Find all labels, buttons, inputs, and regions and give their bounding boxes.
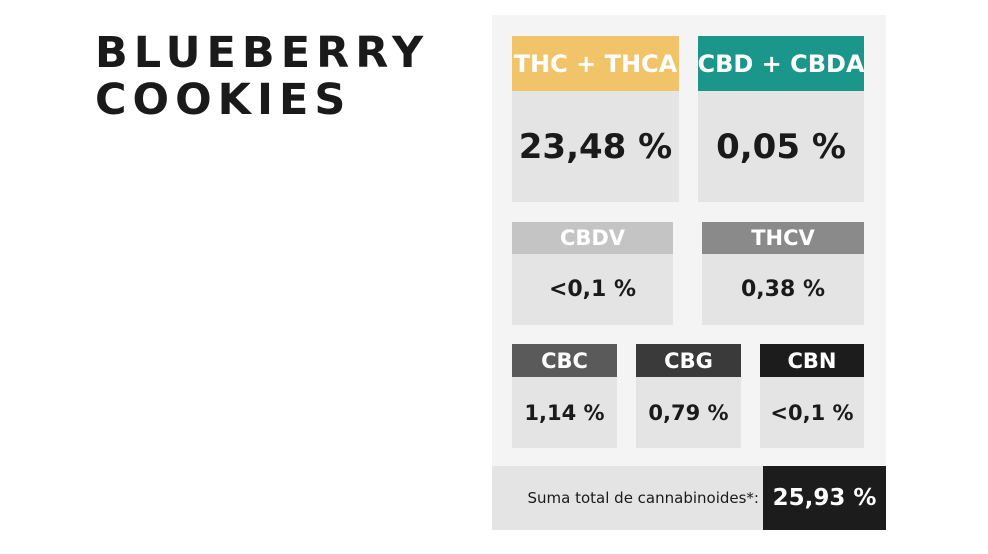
card-header: THCV [702,222,864,254]
card-value: 1,14 % [512,377,617,448]
card-header: CBD + CBDA [697,36,865,91]
title-line: BLUEBERRY [95,28,430,78]
card-value: <0,1 % [512,254,673,325]
card-header: THC + THCA [512,36,679,91]
card-header: CBDV [512,222,673,254]
card-header: CBG [636,344,741,377]
card-header: CBC [512,344,617,377]
card-header: CBN [760,344,864,377]
card-value: <0,1 % [760,377,864,448]
total-value: 25,93 % [763,466,886,530]
total-label: Suma total de cannabinoides*: [492,466,763,530]
title-line: COOKIES [95,75,352,125]
card-value: 23,48 % [512,91,679,202]
card-value: 0,38 % [702,254,864,325]
product-title: BLUEBERRY COOKIES [95,30,429,124]
card-value: 0,05 % [698,91,864,202]
card-value: 0,79 % [636,377,741,448]
